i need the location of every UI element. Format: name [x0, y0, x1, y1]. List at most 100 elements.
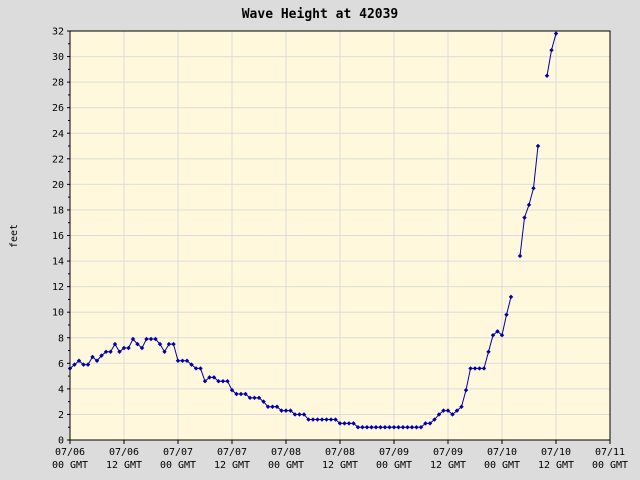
data-point	[508, 294, 514, 300]
data-point	[450, 412, 455, 417]
data-point	[283, 408, 289, 413]
x-tick-date: 07/08	[325, 447, 355, 458]
data-point	[459, 404, 464, 409]
data-point	[193, 366, 199, 371]
data-point	[553, 31, 559, 36]
data-point	[108, 349, 113, 355]
x-tick-time: 00 GMT	[160, 460, 196, 471]
data-point	[153, 336, 158, 342]
x-tick-date: 07/06	[55, 447, 85, 458]
y-tick-label: 30	[52, 52, 64, 63]
x-tick-time: 12 GMT	[214, 460, 250, 471]
data-point	[472, 366, 478, 371]
y-tick-label: 32	[52, 27, 64, 38]
data-point	[360, 424, 365, 430]
data-point	[112, 341, 118, 347]
data-point	[148, 336, 154, 342]
data-point	[522, 215, 527, 220]
data-point	[247, 395, 253, 401]
y-tick-label: 20	[52, 180, 64, 191]
data-point	[117, 349, 122, 355]
data-point	[157, 341, 163, 347]
x-tick-time: 00 GMT	[592, 460, 628, 471]
data-point	[549, 47, 554, 53]
data-point	[409, 424, 415, 430]
data-point	[252, 395, 257, 401]
data-point	[499, 332, 505, 338]
data-point	[234, 391, 239, 397]
data-point	[391, 424, 397, 430]
data-point	[180, 358, 185, 363]
data-point	[306, 417, 311, 422]
data-point	[139, 345, 145, 351]
data-point	[481, 366, 487, 371]
data-point	[126, 345, 131, 351]
data-point	[373, 424, 379, 430]
series-wave-height	[67, 31, 559, 430]
x-tick-date: 07/07	[163, 447, 193, 458]
data-point	[103, 349, 109, 355]
x-tick-time: 12 GMT	[430, 460, 466, 471]
data-point	[265, 404, 271, 409]
data-point	[297, 412, 302, 417]
x-tick-time: 00 GMT	[376, 460, 412, 471]
data-point	[315, 417, 320, 422]
plot-frame	[69, 30, 611, 441]
y-tick-label: 0	[58, 436, 64, 447]
data-point	[189, 362, 194, 367]
data-point	[463, 387, 469, 393]
data-point	[319, 417, 325, 422]
y-tick-label: 12	[52, 282, 64, 293]
data-point	[216, 378, 221, 384]
chart-title: Wave Height at 42039	[242, 7, 399, 22]
data-point	[162, 349, 167, 355]
y-tick-label: 18	[52, 205, 64, 216]
data-point	[490, 332, 496, 338]
data-point	[121, 345, 127, 351]
x-tick-date: 07/07	[217, 447, 247, 458]
data-point	[387, 424, 392, 430]
data-point	[333, 417, 338, 422]
data-point	[427, 421, 433, 426]
data-point	[346, 421, 352, 426]
data-point	[130, 336, 136, 342]
data-point	[328, 417, 334, 422]
data-point	[526, 202, 532, 208]
data-point	[517, 253, 523, 259]
data-point	[72, 362, 77, 367]
x-tick-date: 07/08	[271, 447, 301, 458]
y-tick-label: 4	[58, 384, 64, 395]
data-point	[436, 412, 442, 417]
data-point	[418, 424, 424, 430]
y-tick-label: 10	[52, 308, 64, 319]
y-tick-label: 6	[58, 359, 64, 370]
data-point	[351, 421, 356, 426]
data-point	[198, 366, 203, 371]
data-point	[400, 424, 406, 430]
data-point	[405, 424, 410, 430]
y-tick-label: 26	[52, 103, 64, 114]
y-tick-label: 14	[52, 257, 64, 268]
data-point	[382, 424, 388, 430]
x-tick-time: 00 GMT	[484, 460, 520, 471]
x-tick-date: 07/10	[487, 447, 517, 458]
y-tick-label: 22	[52, 154, 64, 165]
data-point	[531, 185, 536, 191]
data-point	[225, 378, 230, 384]
x-tick-time: 12 GMT	[106, 460, 142, 471]
x-tick-date: 07/11	[595, 447, 625, 458]
data-point	[445, 408, 451, 413]
y-tick-label: 28	[52, 78, 64, 89]
data-point	[292, 412, 298, 417]
data-point	[486, 349, 491, 355]
y-tick-label: 24	[52, 129, 64, 140]
data-point	[238, 391, 244, 397]
data-point	[175, 358, 181, 363]
data-point	[301, 412, 307, 417]
data-point	[369, 424, 374, 430]
data-point	[90, 354, 95, 360]
data-point	[211, 375, 217, 380]
data-point	[477, 366, 482, 371]
data-point	[324, 417, 329, 422]
